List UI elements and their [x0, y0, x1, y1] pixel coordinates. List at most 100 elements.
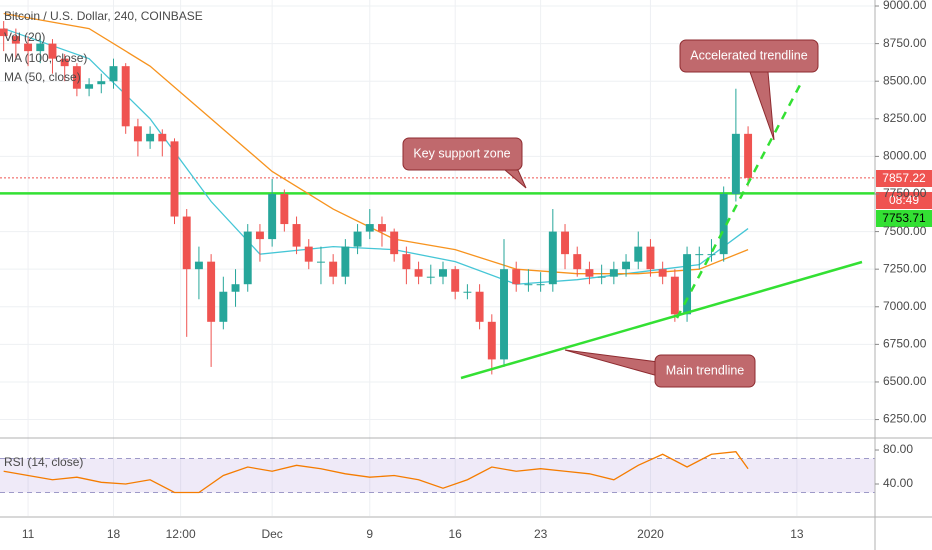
x-tick-label: 11	[22, 527, 35, 541]
candle-body	[72, 66, 81, 89]
indicator-label: MA (50, close)	[4, 70, 81, 84]
candle-body	[548, 231, 557, 285]
candle-body	[255, 231, 264, 240]
y-tick-label: 7000.00	[883, 299, 927, 313]
candle-body	[707, 254, 716, 256]
callout	[679, 39, 819, 73]
countdown-tag	[876, 192, 932, 209]
x-tick-label: 13	[790, 527, 804, 541]
candle-body	[658, 269, 667, 277]
rsi-title: RSI (14, close)	[4, 455, 83, 469]
candle-body	[573, 254, 582, 270]
candle-body	[426, 276, 435, 278]
main-trendline	[460, 260, 863, 380]
candle-body	[133, 126, 142, 142]
candle-body	[463, 291, 472, 293]
countdown-label: 08:49	[889, 193, 919, 207]
y-tick-label: 7250.00	[883, 261, 927, 275]
x-tick-label: 16	[449, 527, 463, 541]
y-tick-label: 6500.00	[883, 374, 927, 388]
candle-body	[512, 269, 521, 285]
candle-body	[744, 133, 753, 178]
candle-body	[683, 254, 692, 315]
candle-body	[268, 193, 277, 240]
last-price-label: 7857.22	[882, 171, 926, 185]
candle-body	[219, 291, 228, 322]
candle-body	[609, 269, 618, 277]
candle-body	[390, 231, 399, 255]
candle-body	[231, 284, 240, 292]
candle-body	[475, 291, 484, 322]
indicator-label: MA (100, close)	[4, 51, 87, 65]
rsi-tick-label: 80.00	[883, 442, 913, 456]
candle-body	[414, 269, 423, 277]
support-label: 7753.71	[882, 211, 926, 225]
candle-body	[585, 269, 594, 277]
y-tick-label: 8750.00	[883, 36, 927, 50]
candle-body	[329, 261, 338, 277]
candle-body	[85, 84, 94, 89]
candle-body	[24, 43, 33, 52]
y-tick-label: 7750.00	[883, 186, 927, 200]
candle-body	[695, 254, 704, 256]
candle-body	[182, 216, 191, 270]
y-tick-label: 7500.00	[883, 224, 927, 238]
candle-body	[194, 261, 203, 270]
y-tick-label: 6250.00	[883, 412, 927, 426]
x-tick-label: 12:00	[166, 527, 196, 541]
candle-body	[378, 224, 386, 232]
annotation: Key support zone	[413, 146, 510, 160]
candle-body	[353, 231, 362, 247]
callout	[402, 137, 523, 171]
candle-body	[243, 231, 252, 285]
candle-body	[11, 36, 20, 44]
y-tick-label: 9000.00	[883, 0, 927, 12]
indicator-label: Vol (20)	[4, 30, 45, 44]
candle-body	[536, 284, 545, 286]
candle-body	[451, 269, 460, 292]
candle-body	[316, 261, 325, 263]
plot	[0, 12, 875, 494]
annotation: Accelerated trendline	[690, 48, 807, 62]
x-tick-label: 9	[366, 527, 373, 541]
candle-body	[365, 224, 374, 232]
candle-body	[97, 81, 106, 85]
candle-body	[0, 28, 8, 37]
candle-body	[158, 133, 167, 142]
candle-body	[146, 133, 155, 142]
candle-body	[207, 261, 216, 322]
y-tick-label: 8250.00	[883, 111, 927, 125]
candle-body	[597, 276, 606, 278]
y-tick-label: 6750.00	[883, 337, 927, 351]
candle-body	[36, 43, 45, 52]
candle-body	[109, 66, 118, 82]
candle-body	[280, 193, 289, 225]
callout	[654, 354, 756, 388]
candle-body	[731, 133, 740, 194]
candle-body	[341, 246, 350, 277]
x-tick-label: 18	[107, 527, 121, 541]
candle-body	[402, 254, 411, 270]
candle-body	[292, 224, 301, 247]
candle-body	[622, 261, 631, 270]
candle-body	[60, 58, 69, 67]
x-tick-label: 2020	[637, 527, 664, 541]
candle-body	[439, 269, 447, 277]
rsi-line	[3, 451, 749, 494]
candle-body	[646, 246, 655, 270]
candle-body	[500, 269, 508, 360]
candle-body	[121, 66, 130, 127]
candle-body	[561, 231, 569, 255]
y-tick-label: 8500.00	[883, 73, 927, 87]
candle-body	[48, 43, 57, 59]
y-tick-label: 8000.00	[883, 149, 927, 163]
x-tick-label: Dec	[261, 527, 282, 541]
candle-body	[487, 321, 496, 360]
last-price-tag	[876, 170, 932, 187]
candle-body	[304, 246, 313, 262]
x-tick-label: 23	[534, 527, 548, 541]
annotation: Main trendline	[666, 363, 745, 377]
candle-body	[524, 284, 533, 286]
chart-title: Bitcoin / U.S. Dollar, 240, COINBASE	[4, 9, 203, 23]
